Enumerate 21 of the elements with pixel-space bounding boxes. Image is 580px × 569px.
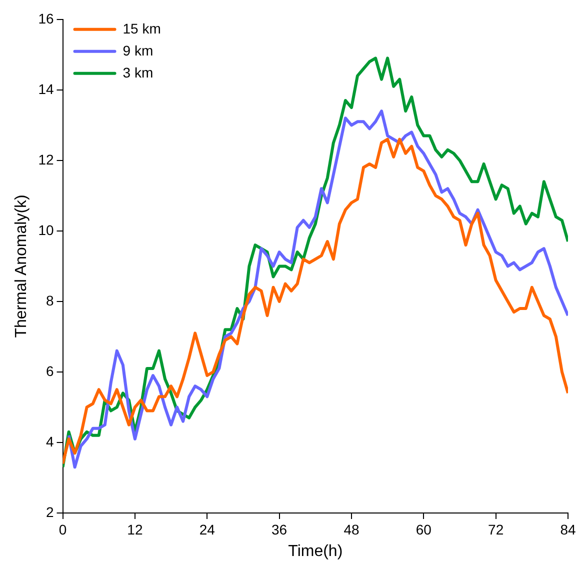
x-tick-label: 36: [272, 521, 288, 538]
x-tick-label: 84: [560, 521, 576, 538]
y-tick-label: 14: [38, 80, 54, 97]
x-tick-label: 48: [344, 521, 360, 538]
y-tick-label: 12: [38, 151, 54, 168]
x-tick-label: 24: [199, 521, 216, 538]
x-axis-title: Time(h): [288, 542, 343, 560]
legend-label: 3 km: [122, 64, 154, 80]
x-tick-label: 0: [58, 521, 67, 538]
y-tick-label: 6: [46, 362, 54, 379]
x-tick-label: 60: [416, 521, 432, 538]
y-tick-label: 16: [38, 10, 54, 26]
legend-label: 9 km: [122, 42, 154, 58]
x-tick-label: 72: [488, 521, 504, 538]
y-tick-label: 10: [38, 222, 54, 238]
y-tick-label: 8: [46, 292, 54, 308]
y-tick-label: 2: [46, 504, 54, 520]
y-tick-label: 4: [46, 433, 54, 450]
y-axis-title: Thermal Anomaly(k): [13, 194, 30, 338]
legend-label: 15 km: [122, 20, 161, 36]
x-tick-label: 12: [127, 521, 143, 538]
